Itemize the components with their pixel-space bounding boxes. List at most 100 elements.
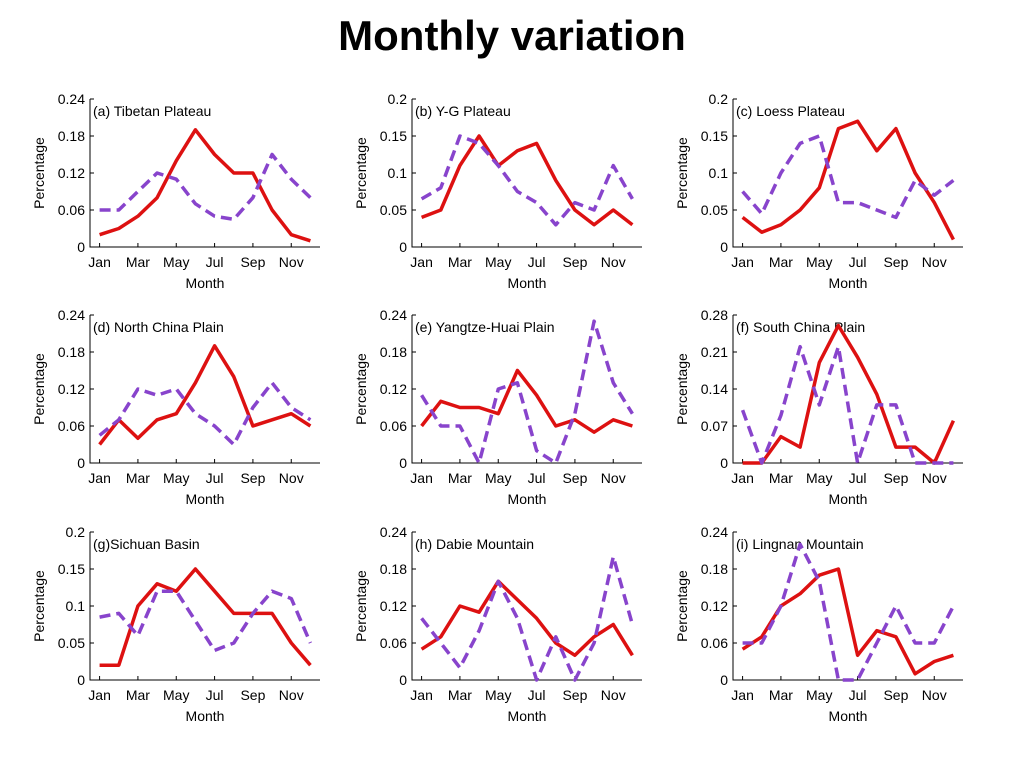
panel-title: (h) Dabie Mountain — [415, 536, 534, 552]
x-tick-label: Jan — [88, 470, 111, 486]
y-tick-label: 0.24 — [380, 524, 407, 540]
solid-series-line — [742, 323, 955, 465]
x-tick-label: Jul — [528, 470, 546, 486]
chart-panel: 0 0.06 0.12 0.18 0.24 Jan Mar May Jul Sep Nov Month… — [31, 91, 320, 291]
x-tick-label: Jan — [731, 687, 754, 703]
solid-series-line — [99, 128, 311, 243]
chart-panel: 0 0.05 0.1 0.15 0.2 Jan Mar May Jul Sep Nov Month Pe… — [674, 91, 963, 291]
y-tick-label: 0.06 — [58, 202, 85, 218]
x-tick-label: Jul — [528, 254, 546, 270]
chart-panel: 0 0.06 0.12 0.18 0.24 Jan Mar May Jul Sep Nov Month… — [353, 307, 642, 507]
y-tick-label: 0.05 — [380, 202, 407, 218]
x-axis-label: Month — [508, 491, 547, 507]
solid-series-line — [420, 134, 634, 227]
y-tick-label: 0 — [720, 455, 728, 471]
y-tick-label: 0.18 — [380, 561, 407, 577]
y-tick-label: 0 — [399, 455, 407, 471]
x-tick-label: Mar — [448, 687, 472, 703]
x-axis-label: Month — [186, 708, 225, 724]
x-tick-label: Nov — [922, 254, 947, 270]
x-tick-label: Mar — [769, 470, 793, 486]
x-tick-label: May — [806, 254, 832, 270]
x-tick-label: Jul — [528, 687, 546, 703]
x-tick-label: Nov — [922, 470, 947, 486]
axis-frame — [411, 315, 642, 464]
x-tick-label: May — [163, 470, 189, 486]
y-axis-label: Percentage — [31, 353, 47, 425]
y-tick-label: 0.07 — [701, 418, 728, 434]
x-tick-label: Jan — [410, 254, 433, 270]
x-tick-label: Nov — [279, 470, 304, 486]
panel-title: (d) North China Plain — [93, 319, 224, 335]
x-axis-label: Month — [829, 491, 868, 507]
x-tick-label: May — [806, 470, 832, 486]
x-axis-label: Month — [186, 491, 225, 507]
y-tick-label: 0.12 — [58, 381, 85, 397]
x-tick-label: Mar — [126, 470, 150, 486]
axis-frame — [732, 315, 963, 464]
x-axis-label: Month — [829, 275, 868, 291]
y-tick-label: 0.06 — [58, 418, 85, 434]
x-tick-label: Sep — [240, 470, 265, 486]
x-tick-label: Jan — [88, 254, 111, 270]
x-tick-label: Jul — [206, 470, 224, 486]
y-tick-label: 0.12 — [58, 165, 85, 181]
x-tick-label: Mar — [448, 254, 472, 270]
y-tick-label: 0.1 — [66, 598, 86, 614]
y-tick-label: 0.12 — [380, 598, 407, 614]
y-tick-label: 0.15 — [701, 128, 728, 144]
x-tick-label: May — [485, 687, 511, 703]
x-tick-label: Sep — [562, 687, 587, 703]
x-tick-label: Mar — [769, 254, 793, 270]
y-tick-label: 0.15 — [380, 128, 407, 144]
y-tick-label: 0.21 — [701, 344, 728, 360]
x-tick-label: Sep — [562, 470, 587, 486]
chart-panel: 0 0.05 0.1 0.15 0.2 Jan Mar May Jul Sep Nov Month Pe… — [353, 91, 642, 291]
axis-frame — [89, 532, 320, 681]
y-tick-label: 0 — [77, 455, 85, 471]
x-tick-label: Jul — [849, 470, 867, 486]
y-tick-label: 0.18 — [58, 344, 85, 360]
y-tick-label: 0.24 — [380, 307, 407, 323]
x-tick-label: Nov — [279, 687, 304, 703]
y-axis-label: Percentage — [353, 137, 369, 209]
x-tick-label: Jul — [849, 254, 867, 270]
y-tick-label: 0.05 — [58, 635, 85, 651]
dashed-series-line — [742, 542, 955, 682]
x-tick-label: May — [163, 254, 189, 270]
x-tick-label: Jan — [410, 470, 433, 486]
x-tick-label: May — [806, 687, 832, 703]
x-tick-label: Mar — [769, 687, 793, 703]
x-tick-label: Sep — [240, 687, 265, 703]
y-tick-label: 0.14 — [701, 381, 728, 397]
dashed-series-line — [420, 319, 634, 465]
panel-title: (e) Yangtze-Huai Plain — [415, 319, 555, 335]
y-tick-label: 0 — [77, 239, 85, 255]
x-tick-label: Jul — [206, 254, 224, 270]
x-tick-label: Sep — [883, 687, 908, 703]
y-axis-label: Percentage — [674, 353, 690, 425]
x-tick-label: May — [163, 687, 189, 703]
panel-title: (g)Sichuan Basin — [93, 536, 200, 552]
y-tick-label: 0.12 — [380, 381, 407, 397]
dashed-series-line — [420, 554, 635, 682]
y-tick-label: 0 — [720, 239, 728, 255]
y-tick-label: 0.06 — [701, 635, 728, 651]
x-tick-label: May — [485, 254, 511, 270]
panel-title: (c) Loess Plateau — [736, 103, 845, 119]
x-tick-label: Nov — [601, 470, 626, 486]
y-tick-label: 0.2 — [66, 524, 86, 540]
y-tick-label: 0.18 — [58, 128, 85, 144]
y-tick-label: 0.1 — [388, 165, 408, 181]
y-tick-label: 0.05 — [701, 202, 728, 218]
dashed-series-line — [98, 381, 312, 447]
chart-panel: 0 0.06 0.12 0.18 0.24 Jan Mar May Jul Sep Nov Month… — [353, 524, 642, 724]
y-tick-label: 0.18 — [701, 561, 728, 577]
axis-frame — [732, 99, 963, 248]
y-tick-label: 0.15 — [58, 561, 85, 577]
x-tick-label: Nov — [601, 687, 626, 703]
y-tick-label: 0.2 — [388, 91, 408, 107]
axis-frame — [411, 532, 642, 681]
chart-panel: 0 0.06 0.12 0.18 0.24 Jan Mar May Jul Sep Nov Month… — [674, 524, 963, 724]
